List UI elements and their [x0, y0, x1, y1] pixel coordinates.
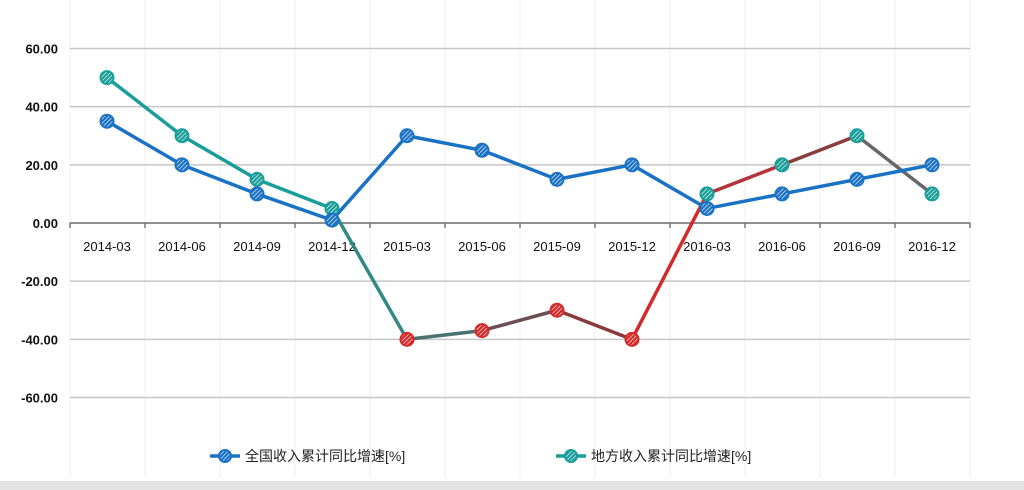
series-2-segment — [630, 192, 709, 342]
x-tick-label: 2015-06 — [458, 239, 506, 254]
vertical-gridlines — [69, 0, 971, 478]
series-lines — [105, 75, 934, 342]
legend-item-1: 全国收入累计同比增速[%] — [210, 448, 405, 464]
x-tick-labels: 2014-03 2014-06 2014-09 2014-12 2015-03 2015-… — [83, 239, 956, 254]
series-2-segment — [480, 308, 559, 333]
series-1-point — [774, 186, 790, 202]
x-tick-label: 2014-12 — [308, 239, 356, 254]
series-2-segment — [780, 134, 859, 167]
series-2-point — [474, 323, 490, 339]
series-1-point — [99, 113, 115, 129]
series-2-segment — [855, 134, 934, 196]
legend: 全国收入累计同比增速[%] 地方收入累计同比增速[%] — [210, 448, 751, 464]
y-tick-label: 60.00 — [25, 42, 58, 57]
series-2-point — [399, 331, 415, 347]
y-tick-labels: 60.00 40.00 20.00 0.00 -20.00 -40.00 -60.00 — [21, 42, 58, 406]
series-2-point — [549, 302, 565, 318]
legend-marker — [564, 449, 578, 463]
series-2-segment — [330, 206, 409, 342]
series-1-point — [249, 186, 265, 202]
x-tick-label: 2016-03 — [683, 239, 731, 254]
series-2-segment — [405, 328, 484, 342]
series-2-point — [924, 186, 940, 202]
series-1-point — [924, 157, 940, 173]
series-2-point — [174, 128, 190, 144]
x-tick-label: 2015-12 — [608, 239, 656, 254]
series-2-point — [99, 70, 115, 86]
x-tick-label: 2014-06 — [158, 239, 206, 254]
series-2-point — [699, 186, 715, 202]
x-tick-label: 2015-03 — [383, 239, 431, 254]
series-2-point — [849, 128, 865, 144]
x-axis — [69, 222, 971, 228]
y-tick-label: -20.00 — [21, 274, 58, 289]
series-2-point — [774, 157, 790, 173]
series-1-point — [324, 212, 340, 228]
series-1-point — [699, 200, 715, 216]
series-2-segment — [180, 134, 259, 182]
series-2-segment — [255, 177, 334, 211]
legend-item-2: 地方收入累计同比增速[%] — [556, 448, 751, 464]
series-2-segment — [555, 308, 634, 342]
series-2-point — [249, 171, 265, 187]
legend-label: 地方收入累计同比增速[%] — [591, 448, 751, 464]
y-tick-label: -60.00 — [21, 391, 58, 406]
x-tick-label: 2016-12 — [908, 239, 956, 254]
series-1-point — [174, 157, 190, 173]
x-tick-label: 2016-06 — [758, 239, 806, 254]
series-2-point — [624, 331, 640, 347]
series-1-point — [549, 171, 565, 187]
x-tick-label: 2016-09 — [833, 239, 881, 254]
series-2-segment — [105, 75, 184, 138]
series-1-line — [106, 119, 933, 222]
series-1-point — [624, 157, 640, 173]
y-tick-label: -40.00 — [21, 332, 58, 347]
legend-label: 全国收入累计同比增速[%] — [245, 448, 405, 464]
y-tick-label: 0.00 — [33, 216, 58, 231]
x-tick-label: 2014-09 — [233, 239, 281, 254]
x-tick-label: 2015-09 — [533, 239, 581, 254]
series-1-point — [474, 142, 490, 158]
x-tick-label: 2014-03 — [83, 239, 131, 254]
series-1-point — [849, 171, 865, 187]
horizontal-scrollbar[interactable] — [0, 481, 1024, 490]
y-tick-label: 40.00 — [25, 100, 58, 115]
legend-marker — [218, 449, 232, 463]
series-2-segment — [705, 163, 784, 196]
y-tick-label: 20.00 — [25, 158, 58, 173]
series-markers — [99, 70, 940, 347]
series-1-point — [399, 128, 415, 144]
